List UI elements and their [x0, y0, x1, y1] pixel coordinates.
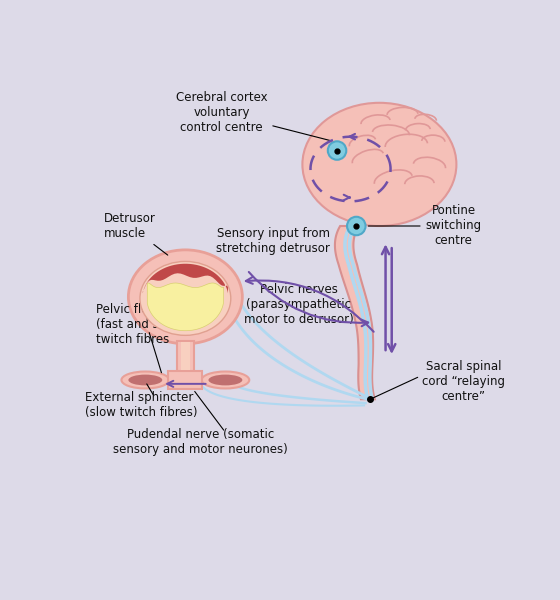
Ellipse shape	[128, 374, 162, 385]
FancyBboxPatch shape	[177, 341, 194, 371]
Text: External sphincter
(slow twitch fibres): External sphincter (slow twitch fibres)	[85, 391, 198, 419]
Ellipse shape	[140, 262, 231, 335]
Text: Cerebral cortex
voluntary
control centre: Cerebral cortex voluntary control centre	[176, 91, 330, 140]
Ellipse shape	[122, 371, 169, 388]
Ellipse shape	[128, 250, 242, 344]
Text: Pudendal nerve (somatic
sensory and motor neurones): Pudendal nerve (somatic sensory and moto…	[113, 428, 288, 455]
Text: Sacral spinal
cord “relaying
centre”: Sacral spinal cord “relaying centre”	[422, 360, 505, 403]
Polygon shape	[143, 264, 228, 293]
Ellipse shape	[302, 103, 456, 226]
Ellipse shape	[347, 217, 366, 235]
Text: Detrusor
muscle: Detrusor muscle	[104, 212, 168, 255]
Text: Pelvic floor
(fast and slow
twitch fibres: Pelvic floor (fast and slow twitch fibre…	[96, 303, 179, 346]
Text: Pontine
switching
centre: Pontine switching centre	[368, 205, 482, 247]
Text: Pelvic nerves
(parasympathetic
motor to detrusor): Pelvic nerves (parasympathetic motor to …	[244, 283, 353, 326]
Text: Sensory input from
stretching detrusor: Sensory input from stretching detrusor	[216, 227, 330, 256]
FancyBboxPatch shape	[169, 371, 202, 389]
Polygon shape	[147, 283, 223, 331]
Ellipse shape	[328, 141, 346, 160]
FancyBboxPatch shape	[181, 341, 190, 370]
Polygon shape	[335, 226, 375, 399]
Ellipse shape	[208, 374, 242, 385]
Ellipse shape	[202, 371, 249, 388]
